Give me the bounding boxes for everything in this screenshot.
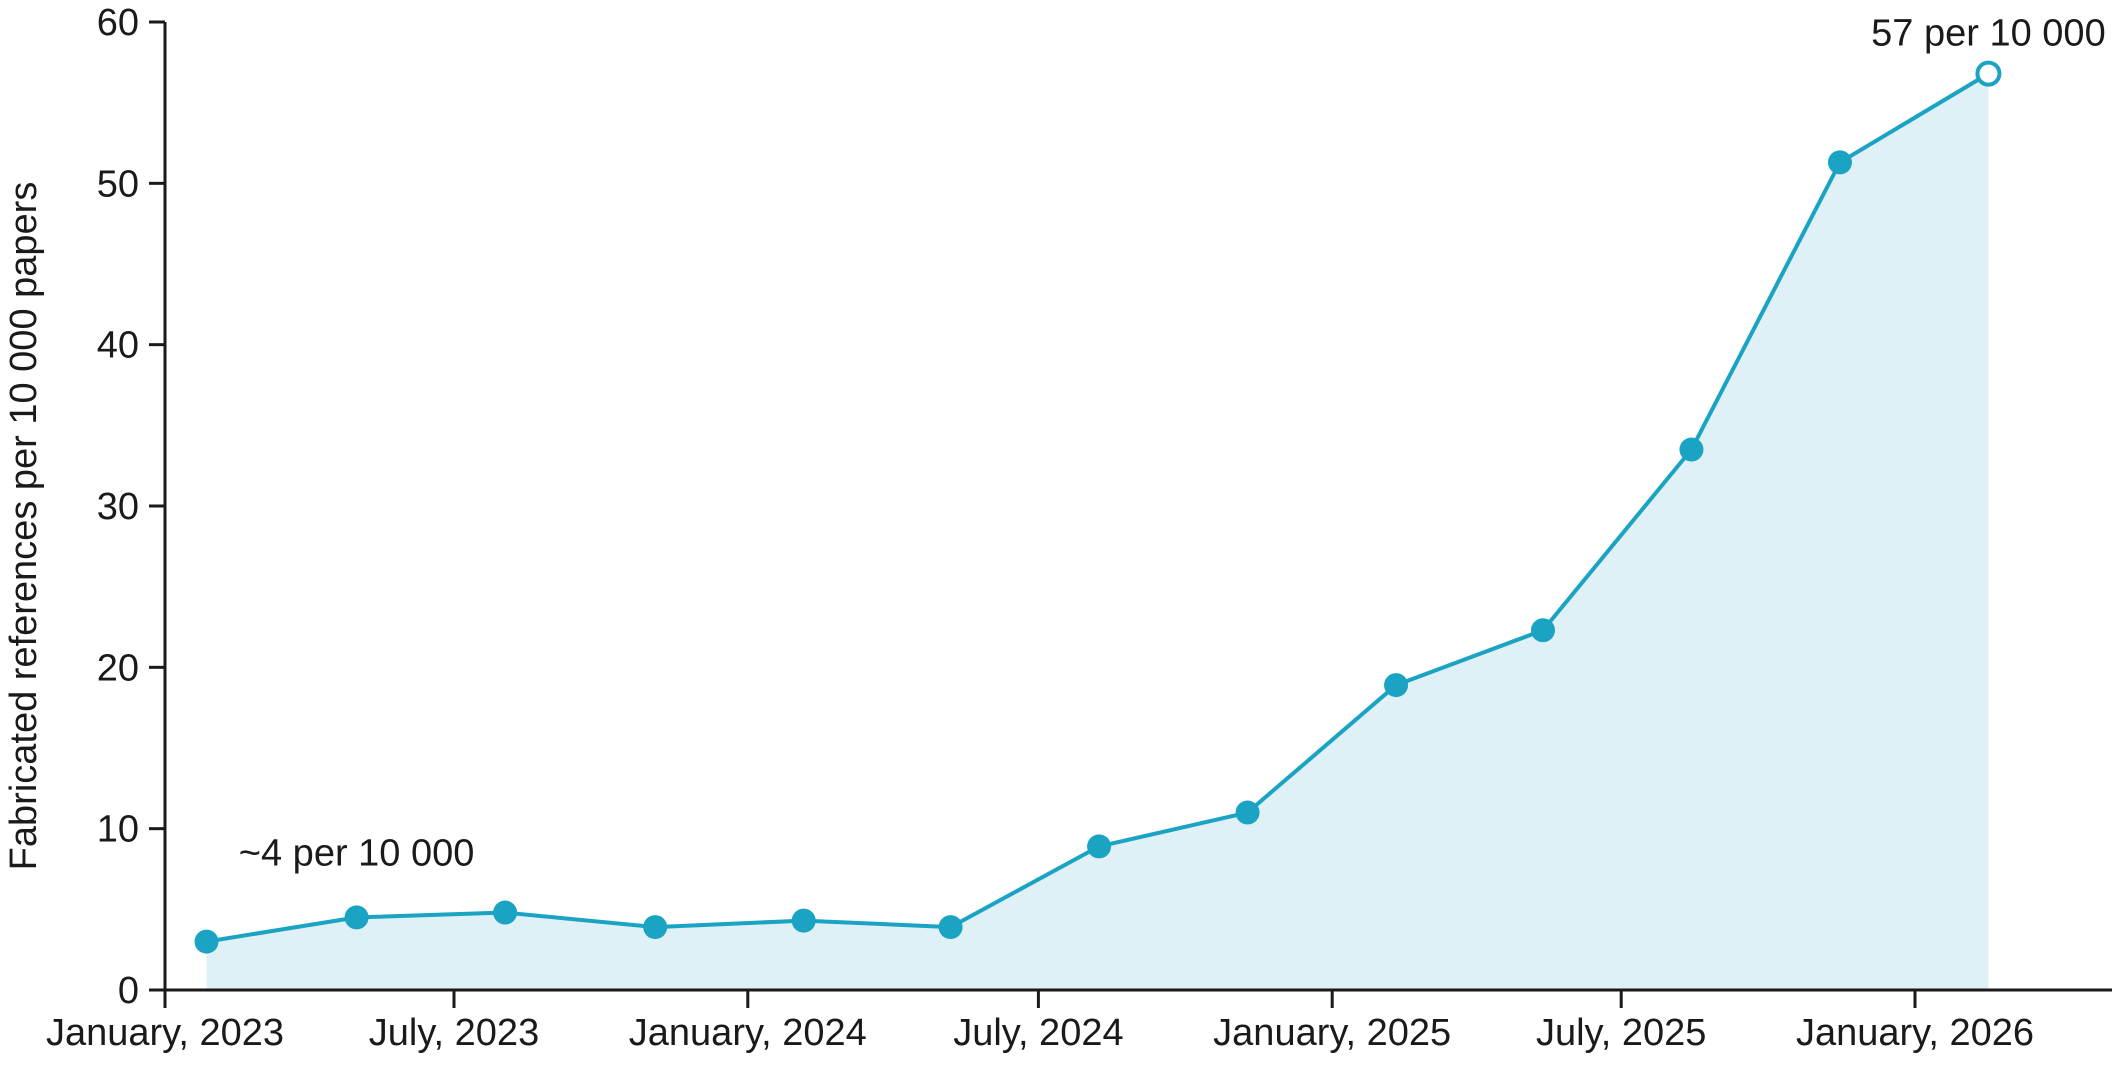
data-point — [194, 929, 219, 954]
x-tick-label: July, 2024 — [953, 1012, 1123, 1054]
area-fill — [206, 73, 1989, 991]
y-tick-label: 20 — [97, 647, 139, 689]
y-tick-label: 10 — [97, 809, 139, 851]
x-tick-label: July, 2023 — [369, 1012, 539, 1054]
x-tick-label: January, 2024 — [629, 1012, 867, 1054]
annotations-layer: ~4 per 10 000 57 per 10 000 — [239, 13, 2106, 875]
x-tick-label: January, 2025 — [1213, 1012, 1451, 1054]
y-axis-title: Fabricated references per 10 000 papers — [3, 182, 45, 871]
data-point — [643, 915, 668, 940]
y-tick-label: 30 — [97, 486, 139, 528]
data-point-open — [1975, 60, 2002, 87]
points-layer — [194, 60, 2002, 954]
data-point — [1530, 618, 1555, 643]
annotation-label: ~4 per 10 000 — [239, 832, 475, 874]
data-point — [1384, 673, 1409, 698]
x-tick-label: January, 2023 — [46, 1012, 284, 1054]
data-point — [791, 908, 816, 933]
y-tick-label: 60 — [97, 2, 139, 44]
data-point — [1827, 150, 1852, 175]
axes-layer: 0 10 20 30 40 50 60 January, 2023 July, 2023 Janu… — [46, 2, 2112, 1054]
area-layer — [206, 73, 1989, 991]
y-tick-label: 0 — [118, 970, 139, 1012]
x-tick-label: January, 2026 — [1796, 1012, 2034, 1054]
y-tick-label: 40 — [97, 325, 139, 367]
y-tick-label: 50 — [97, 163, 139, 205]
data-point — [938, 915, 963, 940]
data-point — [1235, 800, 1260, 825]
data-point — [1679, 437, 1704, 462]
annotation-label: 57 per 10 000 — [1871, 13, 2106, 55]
data-point — [493, 900, 518, 925]
data-point — [344, 905, 369, 930]
x-tick-label: July, 2025 — [1536, 1012, 1706, 1054]
data-point — [1087, 834, 1112, 859]
